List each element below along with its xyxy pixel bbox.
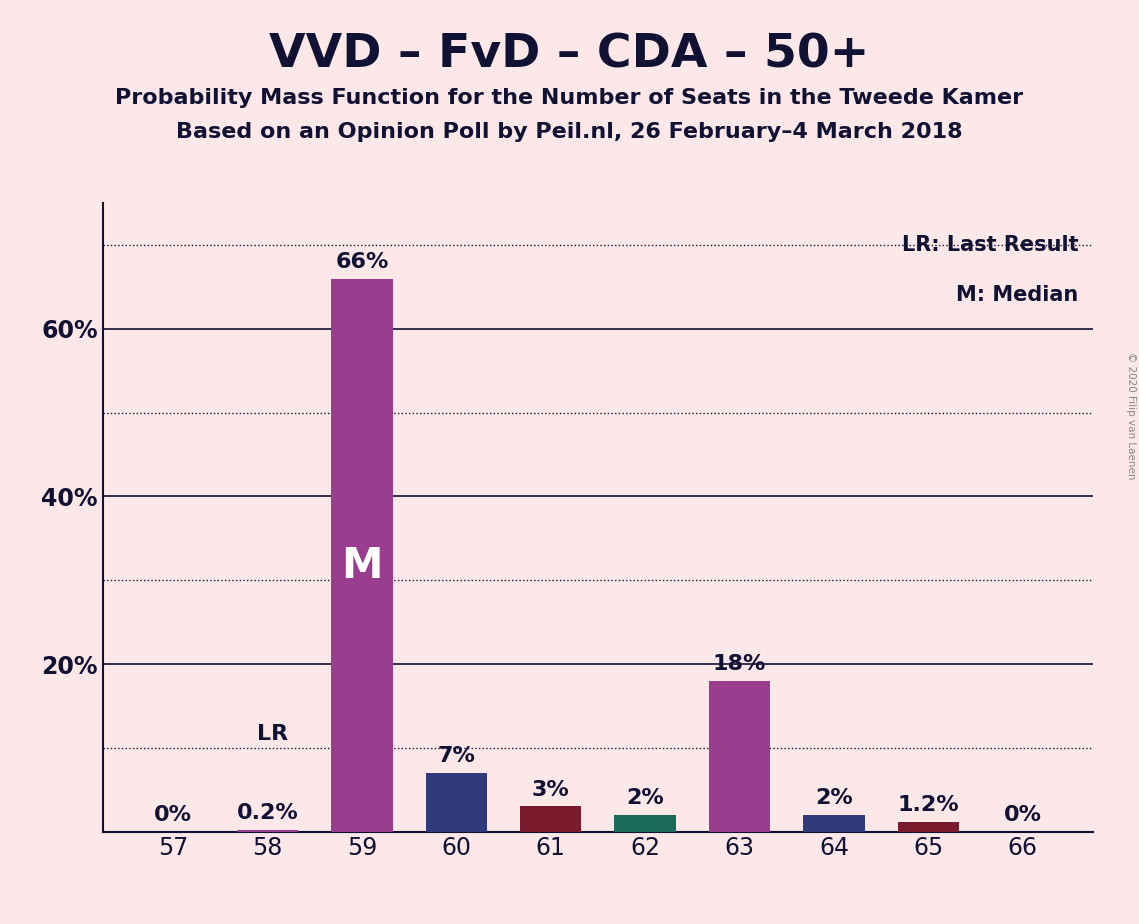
Bar <box>331 279 393 832</box>
Bar <box>237 830 298 832</box>
Text: Based on an Opinion Poll by Peil.nl, 26 February–4 March 2018: Based on an Opinion Poll by Peil.nl, 26 … <box>177 122 962 142</box>
Text: 2%: 2% <box>816 788 853 808</box>
Bar <box>708 681 770 832</box>
Text: M: Median: M: Median <box>957 285 1079 305</box>
Bar <box>615 815 675 832</box>
Text: Probability Mass Function for the Number of Seats in the Tweede Kamer: Probability Mass Function for the Number… <box>115 88 1024 108</box>
Text: 66%: 66% <box>335 252 388 272</box>
Text: M: M <box>342 545 383 587</box>
Bar <box>803 815 865 832</box>
Text: 1.2%: 1.2% <box>898 795 959 815</box>
Text: © 2020 Filip van Laenen: © 2020 Filip van Laenen <box>1126 352 1136 480</box>
Text: 3%: 3% <box>532 780 570 800</box>
Text: 0.2%: 0.2% <box>237 803 298 823</box>
Text: LR: Last Result: LR: Last Result <box>902 235 1079 255</box>
Text: 18%: 18% <box>713 654 767 675</box>
Bar <box>426 773 487 832</box>
Text: LR: LR <box>256 723 288 744</box>
Text: 0%: 0% <box>154 805 192 825</box>
Text: VVD – FvD – CDA – 50+: VVD – FvD – CDA – 50+ <box>269 32 870 78</box>
Text: 0%: 0% <box>1003 805 1042 825</box>
Text: 2%: 2% <box>626 788 664 808</box>
Bar <box>898 821 959 832</box>
Text: 7%: 7% <box>437 747 475 766</box>
Bar <box>521 807 582 832</box>
